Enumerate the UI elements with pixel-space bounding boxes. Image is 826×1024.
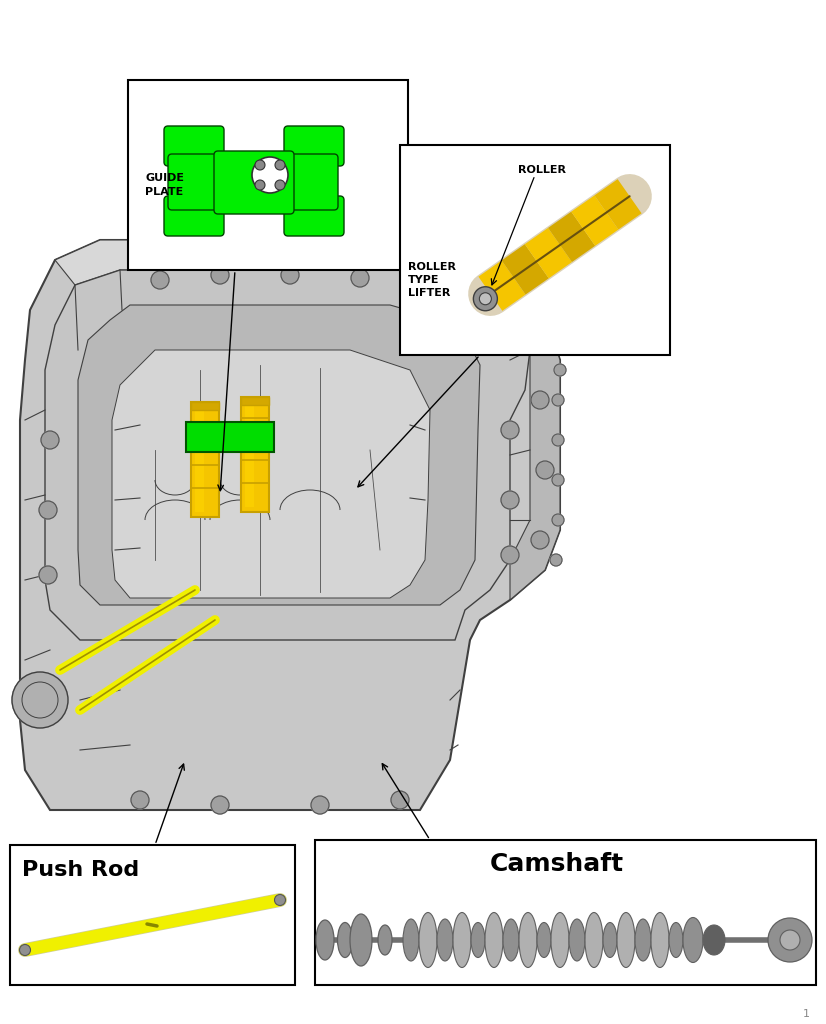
- Circle shape: [39, 566, 57, 584]
- Circle shape: [780, 930, 800, 950]
- FancyBboxPatch shape: [164, 126, 224, 166]
- Ellipse shape: [471, 923, 485, 957]
- Bar: [245, 402, 254, 507]
- Bar: [195, 407, 204, 512]
- Circle shape: [536, 461, 554, 479]
- Circle shape: [351, 269, 369, 287]
- Circle shape: [211, 266, 229, 284]
- Circle shape: [274, 895, 286, 905]
- Bar: [191, 402, 219, 517]
- Circle shape: [281, 266, 299, 284]
- Bar: [186, 422, 274, 452]
- Circle shape: [20, 944, 31, 955]
- Text: Push Rod: Push Rod: [22, 860, 140, 880]
- Circle shape: [311, 796, 329, 814]
- Circle shape: [255, 160, 265, 170]
- Circle shape: [501, 490, 519, 509]
- Circle shape: [131, 791, 149, 809]
- Circle shape: [12, 672, 68, 728]
- Circle shape: [554, 364, 566, 376]
- FancyBboxPatch shape: [284, 196, 344, 236]
- Ellipse shape: [453, 912, 471, 968]
- Polygon shape: [55, 240, 540, 300]
- Ellipse shape: [551, 912, 569, 968]
- Text: ROLLER: ROLLER: [518, 165, 566, 175]
- Circle shape: [41, 431, 59, 449]
- Ellipse shape: [338, 923, 353, 957]
- Circle shape: [151, 271, 169, 289]
- Circle shape: [531, 531, 549, 549]
- Circle shape: [252, 157, 288, 193]
- Circle shape: [211, 796, 229, 814]
- Polygon shape: [45, 270, 530, 640]
- Bar: [241, 397, 269, 406]
- Circle shape: [275, 180, 285, 190]
- FancyBboxPatch shape: [164, 196, 224, 236]
- Circle shape: [501, 421, 519, 439]
- FancyBboxPatch shape: [168, 154, 218, 210]
- Ellipse shape: [503, 919, 519, 961]
- Circle shape: [255, 180, 265, 190]
- Ellipse shape: [669, 923, 683, 957]
- FancyBboxPatch shape: [288, 154, 338, 210]
- Circle shape: [552, 434, 564, 446]
- Polygon shape: [112, 350, 430, 598]
- Circle shape: [39, 501, 57, 519]
- Bar: [400, 145, 670, 355]
- Circle shape: [473, 287, 497, 310]
- Circle shape: [552, 474, 564, 486]
- Polygon shape: [500, 260, 560, 600]
- Ellipse shape: [617, 912, 635, 968]
- Bar: [315, 840, 816, 985]
- Ellipse shape: [537, 923, 551, 957]
- Bar: [128, 80, 408, 270]
- Ellipse shape: [635, 919, 651, 961]
- Ellipse shape: [316, 920, 334, 961]
- Bar: [191, 402, 219, 410]
- Circle shape: [550, 554, 562, 566]
- Circle shape: [552, 514, 564, 526]
- FancyBboxPatch shape: [214, 151, 294, 214]
- FancyBboxPatch shape: [284, 126, 344, 166]
- Circle shape: [391, 791, 409, 809]
- Circle shape: [768, 918, 812, 962]
- Circle shape: [531, 391, 549, 409]
- Ellipse shape: [683, 918, 703, 963]
- Ellipse shape: [569, 919, 585, 961]
- Circle shape: [501, 546, 519, 564]
- Bar: [10, 845, 295, 985]
- Polygon shape: [20, 240, 560, 810]
- Text: GUIDE
PLATE: GUIDE PLATE: [145, 173, 184, 197]
- Ellipse shape: [437, 919, 453, 961]
- Ellipse shape: [419, 912, 437, 968]
- Ellipse shape: [651, 912, 669, 968]
- Ellipse shape: [585, 912, 603, 968]
- Polygon shape: [78, 305, 480, 605]
- Circle shape: [479, 293, 491, 305]
- Text: ROLLER
TYPE
LIFTER: ROLLER TYPE LIFTER: [408, 262, 456, 298]
- Text: Camshaft: Camshaft: [490, 852, 624, 876]
- Ellipse shape: [378, 925, 392, 955]
- Text: 1: 1: [803, 1009, 810, 1019]
- Circle shape: [421, 276, 439, 294]
- Circle shape: [552, 394, 564, 406]
- Ellipse shape: [485, 912, 503, 968]
- Bar: [241, 397, 269, 512]
- Ellipse shape: [703, 925, 725, 955]
- Ellipse shape: [350, 914, 372, 966]
- Ellipse shape: [603, 923, 617, 957]
- Circle shape: [275, 160, 285, 170]
- Ellipse shape: [519, 912, 537, 968]
- Ellipse shape: [403, 919, 419, 961]
